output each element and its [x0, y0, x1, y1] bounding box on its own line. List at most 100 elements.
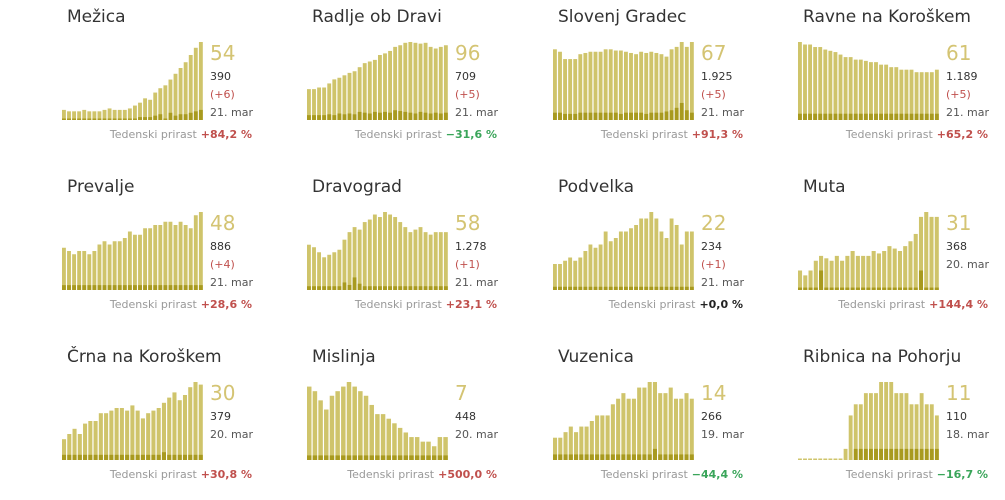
- chart-bar: [669, 218, 674, 290]
- chart-bar: [908, 241, 913, 290]
- chart-bar-new: [644, 286, 649, 290]
- chart-bar: [829, 260, 834, 290]
- chart-bar: [803, 458, 807, 460]
- chart-bar: [626, 398, 631, 460]
- total-cases: 886: [210, 240, 231, 253]
- chart-bar: [884, 64, 889, 120]
- chart-bar-new: [393, 110, 398, 120]
- total-cases: 234: [701, 240, 722, 253]
- chart-bar-new: [322, 286, 327, 290]
- chart-bar-new: [307, 115, 311, 120]
- chart-bar: [838, 458, 843, 460]
- chart-bar-new: [388, 112, 393, 120]
- chart-bar: [153, 225, 158, 290]
- chart-bar: [866, 255, 871, 290]
- chart-bar: [82, 109, 87, 120]
- chart-bar: [119, 408, 124, 460]
- daily-change: (+5): [701, 88, 726, 101]
- chart-bar-new: [684, 286, 689, 290]
- chart-bar-new: [838, 113, 843, 120]
- chart-bar: [664, 238, 669, 290]
- chart-bar: [642, 387, 647, 460]
- chart-bar: [148, 99, 153, 120]
- chart-bar-new: [863, 113, 868, 120]
- chart-bar: [649, 51, 654, 120]
- chart-bar: [168, 79, 173, 120]
- chart-bar: [324, 409, 329, 460]
- chart-bar: [595, 415, 600, 460]
- chart-bar-new: [362, 286, 367, 290]
- chart-bar: [803, 44, 807, 120]
- chart-bar-new: [347, 113, 352, 120]
- chart-bar: [357, 67, 362, 120]
- chart-bar: [848, 57, 853, 120]
- chart-bar-new: [62, 285, 66, 290]
- municipality-name: Radlje ob Dravi: [312, 7, 442, 27]
- chart-bar: [437, 437, 443, 460]
- chart-bar-new: [403, 455, 409, 460]
- chart-bar: [335, 391, 340, 460]
- chart-bar-new: [584, 454, 589, 460]
- chart-bar-new: [102, 118, 107, 120]
- chart-bar-new: [443, 112, 448, 120]
- chart-bar: [156, 408, 161, 460]
- chart-bar-new: [107, 285, 112, 290]
- chart-bar-new: [324, 455, 329, 460]
- chart-bar-new: [674, 286, 679, 290]
- chart-bar: [833, 52, 838, 120]
- chart-bar-new: [914, 448, 919, 460]
- chart-bar: [127, 108, 132, 120]
- chart-bar: [624, 231, 628, 290]
- chart-bar-new: [668, 454, 673, 460]
- chart-bar-new: [603, 112, 608, 120]
- chart-bar: [659, 54, 664, 120]
- chart-bar: [93, 421, 98, 460]
- municipality-name: Slovenj Gradec: [558, 7, 687, 27]
- chart-bar: [929, 404, 934, 460]
- chart-bar: [583, 52, 588, 120]
- chart-bar: [72, 428, 77, 460]
- chart-bar-new: [307, 455, 312, 460]
- chart-bar-new: [67, 118, 71, 120]
- chart-bar-new: [913, 287, 918, 290]
- chart-bar-new: [193, 111, 198, 120]
- chart-bar-new: [909, 113, 914, 120]
- daily-change: (+5): [946, 88, 971, 101]
- chart-bar: [182, 395, 188, 460]
- chart-bar: [929, 216, 934, 290]
- chart-bar-new: [367, 286, 372, 290]
- total-cases: 390: [210, 70, 231, 83]
- chart-bar-new: [631, 454, 636, 460]
- chart-bar-new: [357, 111, 362, 120]
- weekly-growth-value: +23,1 %: [445, 298, 497, 311]
- chart-bar: [327, 83, 332, 120]
- chart-bar: [198, 42, 203, 120]
- chart-bar: [352, 71, 357, 120]
- chart-bar: [312, 391, 318, 460]
- chart-bar: [663, 393, 668, 460]
- weekly-growth-value: +91,3 %: [691, 128, 743, 141]
- chart-bar-new: [369, 455, 374, 460]
- chart-bar: [332, 252, 337, 290]
- chart-bar-new: [317, 115, 322, 120]
- chart-bar: [122, 109, 127, 120]
- chart-bar-new: [367, 113, 372, 120]
- chart-bar: [193, 382, 198, 460]
- chart-bar-new: [642, 454, 647, 460]
- chart-bar: [578, 257, 583, 290]
- chart-bar: [372, 59, 377, 120]
- data-date: 20. mar: [210, 428, 253, 441]
- chart-bar: [798, 270, 803, 290]
- chart-bar: [312, 247, 316, 290]
- chart-bar: [177, 400, 182, 460]
- bar-chart: [798, 42, 939, 120]
- chart-bar-new: [866, 287, 871, 290]
- chart-bar: [863, 60, 868, 120]
- chart-bar: [72, 111, 77, 120]
- chart-bar: [679, 42, 684, 120]
- chart-bar: [322, 87, 327, 120]
- chart-bar: [808, 270, 813, 290]
- chart-bar: [934, 216, 939, 290]
- bar-chart: [553, 212, 694, 290]
- weekly-growth-value: +500,0 %: [438, 468, 497, 481]
